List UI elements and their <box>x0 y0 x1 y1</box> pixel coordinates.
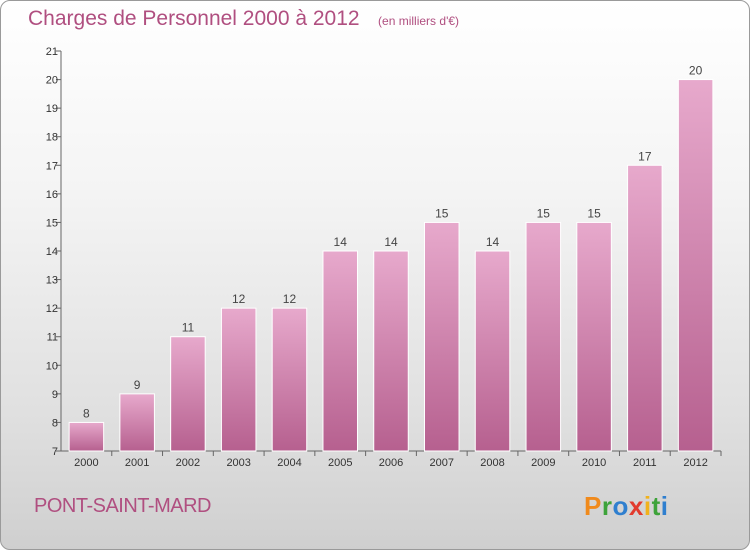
bar <box>322 250 358 452</box>
y-tick-label: 9 <box>52 389 58 401</box>
chart-title-block: Charges de Personnel 2000 à 2012 (en mil… <box>28 7 459 31</box>
bar-value-label: 15 <box>587 206 601 220</box>
bar-value-label: 14 <box>384 235 398 249</box>
chart-unit: (en milliers d'€) <box>378 14 460 28</box>
logo-letter: P <box>584 491 602 521</box>
bar-value-label: 20 <box>689 64 703 78</box>
bar <box>474 250 511 452</box>
bars <box>68 79 714 452</box>
bar <box>170 336 206 452</box>
commune-name: PONT-SAINT-MARD <box>34 495 211 517</box>
x-tick-label: 2009 <box>531 457 555 469</box>
x-tick-label: 2006 <box>379 457 403 469</box>
bar-value-label: 14 <box>334 235 348 249</box>
x-tick-label: 2012 <box>683 457 707 469</box>
x-tick-label: 2007 <box>430 457 454 469</box>
x-tick-label: 2002 <box>176 457 200 469</box>
y-tick-label: 12 <box>46 303 58 315</box>
logo-letter: x <box>628 491 644 521</box>
x-tick-label: 2008 <box>480 457 504 469</box>
y-tick-label: 11 <box>47 332 58 344</box>
x-tick-label: 2003 <box>226 457 250 469</box>
logo-letter: i <box>660 491 669 521</box>
x-tick-label: 2005 <box>328 457 352 469</box>
data-labels: 8 9 11 12 12 14 14 15 14 15 15 17 20 <box>83 64 703 421</box>
bar-value-label: 11 <box>182 321 195 335</box>
logo-letter: i <box>643 491 652 521</box>
bar <box>525 221 562 452</box>
y-tick-label: 16 <box>46 189 58 201</box>
bar <box>627 164 663 452</box>
bar-value-label: 12 <box>283 292 297 306</box>
y-tick-label: 14 <box>46 246 58 258</box>
x-tick-label: 2011 <box>633 457 657 469</box>
y-tick-label: 21 <box>46 46 58 58</box>
bar-value-label: 8 <box>83 406 90 420</box>
y-tick-label: 8 <box>52 417 58 429</box>
y-tick-label: 7 <box>52 446 58 458</box>
bar-value-label: 14 <box>486 235 500 249</box>
bar <box>119 393 155 452</box>
logo-letter: r <box>601 491 613 521</box>
bar-value-label: 15 <box>435 206 449 220</box>
bar <box>220 307 257 452</box>
bar-value-label: 15 <box>537 206 551 220</box>
bar <box>271 307 308 452</box>
logo-letter: o <box>612 491 629 521</box>
bar <box>424 221 460 452</box>
bar <box>576 221 612 452</box>
x-tick-label: 2010 <box>582 457 606 469</box>
proxiti-logo: Proxiti <box>584 491 668 522</box>
y-tick-label: 10 <box>46 360 58 372</box>
chart-title: Charges de Personnel 2000 à 2012 <box>28 7 360 30</box>
y-tick-label: 13 <box>46 275 58 287</box>
bar <box>68 421 105 452</box>
y-tick-label: 17 <box>46 160 58 172</box>
bar <box>373 250 409 452</box>
bar <box>677 79 714 452</box>
y-tick-label: 20 <box>46 75 58 87</box>
y-tick-label: 19 <box>46 103 58 115</box>
y-tick-label: 18 <box>46 132 58 144</box>
x-tick-label: 2004 <box>277 457 301 469</box>
x-tick-label: 2000 <box>74 457 98 469</box>
x-tick-label: 2001 <box>125 457 149 469</box>
bar-value-label: 9 <box>134 378 141 392</box>
logo-letter: t <box>651 491 661 521</box>
y-tick-label: 15 <box>46 217 58 229</box>
bar-value-label: 17 <box>638 149 652 163</box>
bar-value-label: 12 <box>232 292 246 306</box>
